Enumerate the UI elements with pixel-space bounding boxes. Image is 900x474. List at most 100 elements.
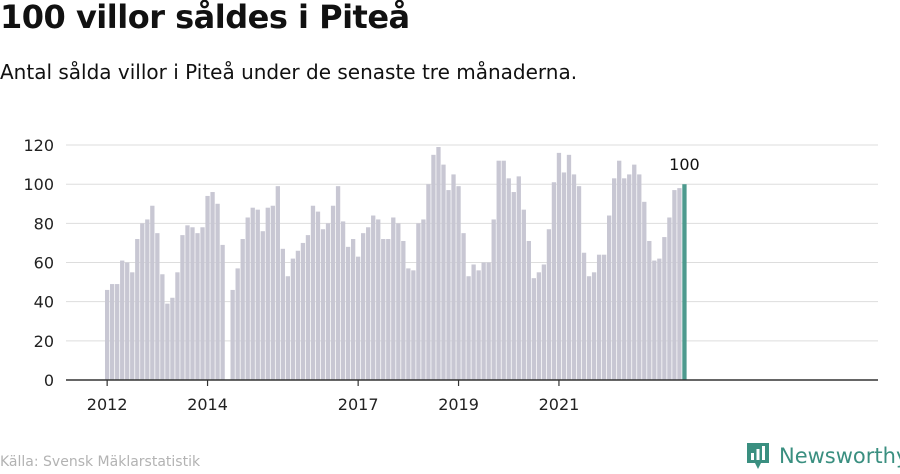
y-tick-label: 20 xyxy=(34,332,54,351)
bar xyxy=(677,188,682,380)
bar xyxy=(295,250,301,380)
bar xyxy=(612,178,617,380)
bar xyxy=(270,205,275,380)
bar xyxy=(617,160,622,380)
x-tick-label: 2019 xyxy=(438,395,479,414)
bar xyxy=(165,303,170,380)
bar xyxy=(376,219,381,380)
bar xyxy=(150,205,155,380)
bar xyxy=(145,219,150,380)
bar xyxy=(386,239,391,380)
bar xyxy=(105,289,110,380)
bar xyxy=(290,258,296,380)
bar xyxy=(501,160,506,380)
bar xyxy=(536,272,542,380)
bar xyxy=(401,240,406,380)
brand-logo[interactable]: Newsworthy xyxy=(745,441,900,471)
bar xyxy=(320,229,326,380)
bar xyxy=(627,174,632,380)
bar xyxy=(511,192,516,380)
bars xyxy=(105,146,687,380)
bar xyxy=(416,223,421,380)
y-tick-label: 80 xyxy=(34,214,54,233)
bar xyxy=(586,276,592,380)
bar xyxy=(120,260,125,380)
bar-highlight xyxy=(682,184,687,380)
bar xyxy=(175,272,180,380)
bar xyxy=(566,154,572,380)
bar xyxy=(506,178,511,380)
bar xyxy=(325,223,331,380)
brand-name: Newsworthy xyxy=(779,444,900,468)
bar xyxy=(601,254,607,380)
bar xyxy=(607,215,612,380)
bar xyxy=(647,240,652,380)
bar xyxy=(531,278,536,380)
bar xyxy=(556,152,562,380)
bar xyxy=(456,186,461,380)
bar xyxy=(245,217,250,380)
bar xyxy=(265,207,270,380)
bar xyxy=(335,186,341,380)
bar xyxy=(672,190,677,380)
x-tick-label: 2017 xyxy=(338,395,379,414)
bar xyxy=(637,174,642,380)
bar xyxy=(516,176,521,380)
bar xyxy=(667,217,672,380)
x-tick-label: 2012 xyxy=(87,395,128,414)
bar xyxy=(381,239,386,380)
bar xyxy=(622,178,627,380)
bar xyxy=(210,192,215,380)
bar xyxy=(345,246,351,380)
bar xyxy=(591,272,597,380)
bar xyxy=(396,223,401,380)
bar xyxy=(471,264,476,380)
bar xyxy=(350,239,356,380)
bar xyxy=(581,252,587,380)
bar xyxy=(195,233,200,380)
chart-title: 100 villor såldes i Piteå xyxy=(0,0,410,36)
bar xyxy=(235,268,240,380)
bar xyxy=(115,284,120,380)
bar xyxy=(366,227,371,380)
bar xyxy=(330,205,336,380)
bar xyxy=(220,244,225,380)
axes: 0 20 40 60 80 100 120 100 2012 2014 2017 2019 2021 xyxy=(23,136,878,414)
bar xyxy=(491,219,496,380)
bar xyxy=(260,231,265,380)
source-note: Källa: Svensk Mäklarstatistik xyxy=(0,454,201,470)
bar xyxy=(466,276,471,380)
bar xyxy=(441,164,446,380)
bar xyxy=(135,239,140,380)
bar xyxy=(541,264,547,380)
bar xyxy=(215,203,220,380)
y-tick-label: 40 xyxy=(34,293,54,312)
bar xyxy=(305,235,311,380)
bar xyxy=(361,233,366,380)
bar xyxy=(230,289,235,380)
bar xyxy=(371,215,376,380)
bar xyxy=(451,174,456,380)
bar xyxy=(486,262,491,380)
y-tick-label: 120 xyxy=(23,136,54,155)
bar xyxy=(551,182,557,380)
bar xyxy=(596,254,602,380)
bar xyxy=(280,248,285,380)
x-tick-label: 2014 xyxy=(187,395,228,414)
bar xyxy=(130,272,135,380)
bar xyxy=(340,221,346,380)
bar xyxy=(632,164,637,380)
bar xyxy=(446,190,451,380)
bar xyxy=(185,225,190,380)
bar xyxy=(285,276,291,380)
bar xyxy=(526,240,531,380)
bar xyxy=(200,227,205,380)
x-tick-label: 2021 xyxy=(539,395,580,414)
bar xyxy=(275,186,280,380)
bar xyxy=(160,274,165,380)
bar xyxy=(155,233,160,380)
bar xyxy=(421,219,426,380)
bar xyxy=(652,260,657,380)
bar xyxy=(411,270,416,380)
